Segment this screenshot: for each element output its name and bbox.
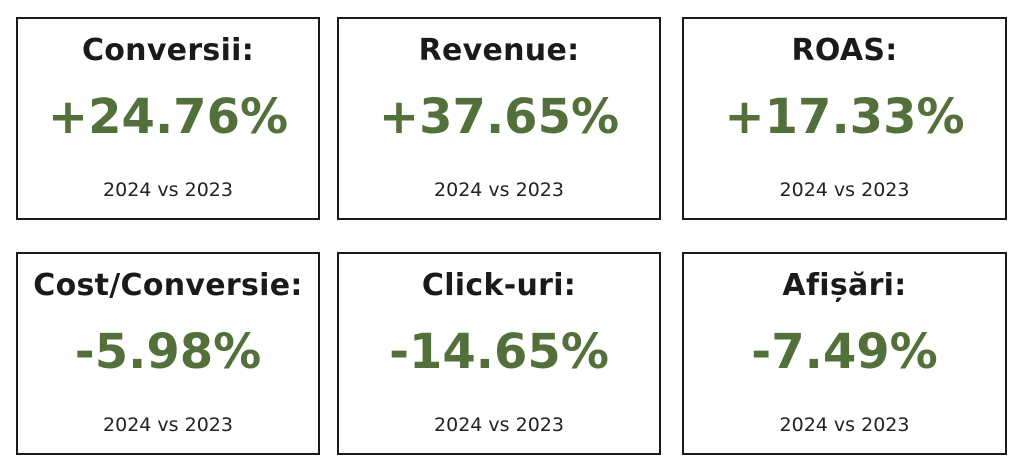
kpi-subtitle: 2024 vs 2023 (434, 414, 564, 436)
kpi-value: +17.33% (724, 89, 965, 145)
kpi-subtitle: 2024 vs 2023 (103, 179, 233, 201)
kpi-subtitle: 2024 vs 2023 (103, 414, 233, 436)
kpi-value: -14.65% (389, 324, 609, 380)
kpi-title: Conversii: (81, 33, 255, 68)
kpi-title: Afișări: (782, 268, 907, 303)
kpi-card: Click-uri: -14.65% 2024 vs 2023 (337, 252, 661, 455)
kpi-card: Afișări: -7.49% 2024 vs 2023 (682, 252, 1007, 455)
kpi-title: ROAS: (791, 33, 898, 68)
kpi-value: -5.98% (74, 324, 262, 380)
kpi-subtitle: 2024 vs 2023 (779, 414, 910, 436)
kpi-subtitle: 2024 vs 2023 (434, 179, 564, 201)
kpi-title: Cost/Conversie: (33, 268, 303, 303)
kpi-value: -7.49% (751, 324, 938, 380)
kpi-value: +24.76% (47, 89, 289, 145)
kpi-card: ROAS: +17.33% 2024 vs 2023 (682, 17, 1007, 220)
kpi-card: Revenue: +37.65% 2024 vs 2023 (337, 17, 661, 220)
kpi-card: Conversii: +24.76% 2024 vs 2023 (16, 17, 320, 220)
kpi-value: +37.65% (378, 89, 620, 145)
kpi-card: Cost/Conversie: -5.98% 2024 vs 2023 (16, 252, 320, 455)
kpi-title: Revenue: (418, 33, 580, 68)
kpi-title: Click-uri: (421, 268, 577, 303)
kpi-subtitle: 2024 vs 2023 (779, 179, 910, 201)
